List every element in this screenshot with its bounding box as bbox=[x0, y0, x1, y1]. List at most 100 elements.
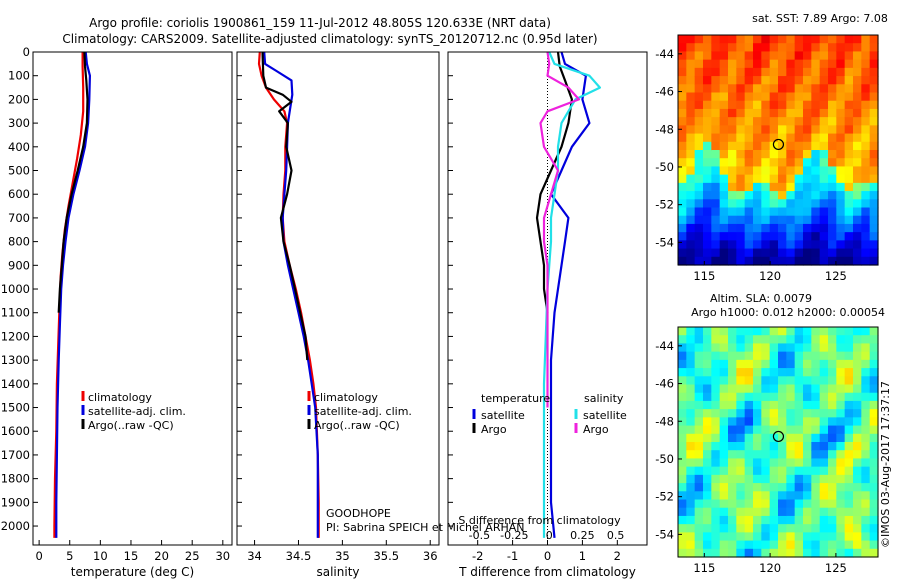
map-cell bbox=[853, 35, 862, 44]
map-cell bbox=[853, 433, 862, 443]
map-cell bbox=[761, 150, 771, 159]
map-cell bbox=[844, 141, 854, 151]
map-cell bbox=[703, 141, 712, 151]
map-x-tick-label: 115 bbox=[693, 269, 715, 283]
map-y-tick-label: -46 bbox=[655, 377, 674, 391]
map-cell bbox=[736, 450, 746, 460]
map-cell bbox=[794, 84, 804, 94]
map-cell bbox=[819, 351, 829, 361]
map-cell bbox=[819, 433, 829, 443]
map-cell bbox=[794, 425, 804, 435]
x-tick-label: 35 bbox=[335, 549, 350, 563]
map-cell bbox=[686, 368, 696, 377]
map-cell bbox=[686, 450, 696, 460]
map-cell bbox=[686, 51, 696, 61]
map-cell bbox=[744, 223, 754, 233]
map-cell bbox=[786, 343, 796, 353]
map-cell bbox=[844, 515, 854, 525]
map-cell bbox=[828, 256, 837, 266]
map-cell bbox=[711, 240, 721, 250]
map-cell bbox=[694, 499, 704, 509]
map-cell bbox=[736, 117, 746, 126]
map-cell bbox=[719, 417, 729, 427]
map-cell bbox=[728, 248, 737, 258]
map-cell bbox=[753, 199, 762, 209]
map-cell bbox=[711, 182, 721, 192]
map-cell bbox=[786, 474, 796, 484]
map-cell bbox=[811, 417, 821, 427]
map-cell bbox=[728, 141, 737, 151]
map-cell bbox=[778, 191, 787, 200]
map-cell bbox=[719, 215, 729, 225]
map-cell bbox=[686, 100, 696, 110]
map-cell bbox=[719, 59, 729, 69]
map-cell bbox=[778, 491, 787, 501]
map-cell bbox=[836, 191, 846, 200]
map-cell bbox=[836, 240, 846, 250]
map-cell bbox=[794, 191, 804, 200]
imos-credit: ©IMOS 03-Aug-2017 17:37:17 bbox=[879, 381, 892, 548]
map-cell bbox=[844, 483, 854, 492]
map-cell bbox=[761, 507, 771, 517]
map-cell bbox=[844, 343, 854, 353]
map-cell bbox=[719, 335, 729, 345]
map-cell bbox=[853, 240, 862, 250]
map-y-tick-label: -44 bbox=[655, 47, 674, 61]
map-cell bbox=[828, 343, 837, 353]
map-cell bbox=[861, 191, 871, 200]
figure-title-line2: Climatology: CARS2009. Satellite-adjuste… bbox=[62, 32, 597, 46]
map-cell bbox=[703, 215, 712, 225]
map-cell bbox=[678, 158, 687, 168]
map-cell bbox=[836, 335, 846, 345]
x-tick-label: 1 bbox=[579, 549, 586, 563]
map-cell bbox=[769, 223, 779, 233]
map-cell bbox=[794, 343, 804, 353]
map-cell bbox=[761, 223, 771, 233]
map-cell bbox=[719, 384, 729, 394]
map-cell bbox=[869, 368, 879, 377]
map-cell bbox=[678, 474, 687, 484]
map-cell bbox=[778, 474, 787, 484]
map-cell bbox=[778, 442, 787, 451]
map-cell bbox=[861, 425, 871, 435]
map-cell bbox=[778, 409, 787, 418]
map-cell bbox=[828, 376, 837, 386]
map-cell bbox=[861, 433, 871, 443]
map-cell bbox=[703, 359, 712, 369]
map-cell bbox=[736, 540, 746, 550]
map-cell bbox=[703, 474, 712, 484]
map-cell bbox=[728, 240, 737, 250]
map-cell bbox=[869, 67, 879, 77]
map-cell bbox=[736, 400, 746, 410]
map-cell bbox=[828, 215, 837, 225]
map-cell bbox=[744, 51, 754, 61]
map-cell bbox=[861, 532, 871, 542]
map-cell bbox=[861, 158, 871, 168]
map-cell bbox=[869, 256, 879, 266]
map-cell bbox=[869, 232, 879, 241]
sst-map-title: sat. SST: 7.89 Argo: 7.08 bbox=[752, 12, 888, 25]
map-cell bbox=[678, 191, 687, 200]
map-cell bbox=[744, 450, 754, 460]
map-cell bbox=[853, 150, 862, 159]
map-cell bbox=[728, 43, 737, 53]
map-cell bbox=[786, 215, 796, 225]
map-cell bbox=[736, 376, 746, 386]
plot-frame bbox=[236, 51, 440, 546]
map-cell bbox=[861, 515, 871, 525]
map-cell bbox=[719, 51, 729, 61]
map-cell bbox=[844, 499, 854, 509]
map-cell bbox=[861, 483, 871, 492]
map-cell bbox=[703, 351, 712, 361]
map-cell bbox=[761, 35, 771, 44]
map-cell bbox=[869, 215, 879, 225]
map-cell bbox=[728, 335, 737, 345]
map-cell bbox=[744, 240, 754, 250]
map-cell bbox=[719, 515, 729, 525]
map-cell bbox=[811, 215, 821, 225]
map-cell bbox=[786, 335, 796, 345]
map-cell bbox=[769, 125, 779, 135]
map-cell bbox=[819, 215, 829, 225]
map-cell bbox=[844, 182, 854, 192]
map-cell bbox=[819, 540, 829, 550]
